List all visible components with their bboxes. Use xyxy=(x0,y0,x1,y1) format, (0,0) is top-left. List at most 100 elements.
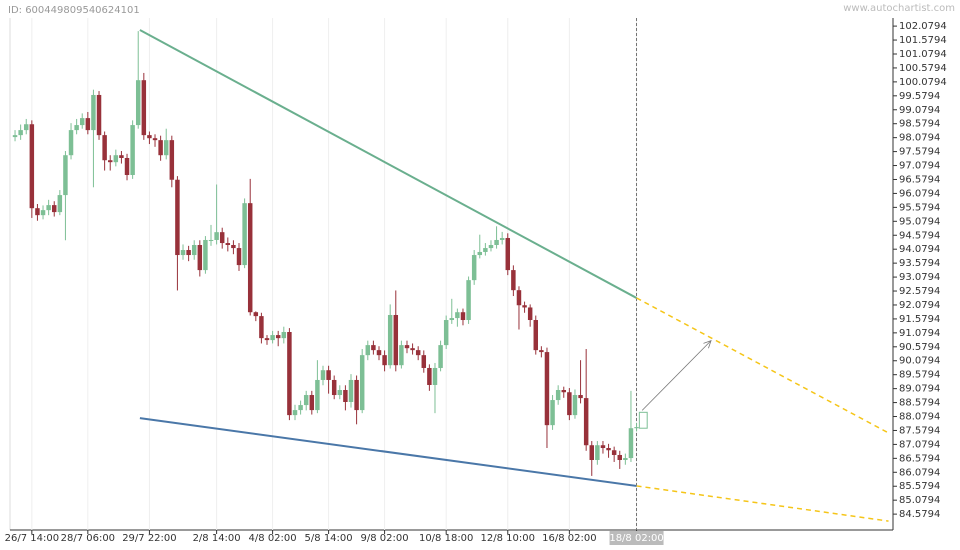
candle-body xyxy=(511,270,516,291)
candle-body xyxy=(68,130,74,156)
candle-body xyxy=(191,244,197,256)
candle-body xyxy=(40,210,46,216)
y-tick-label: 100.5794 xyxy=(899,63,947,74)
candle-body xyxy=(91,94,96,131)
candle-body xyxy=(623,458,628,461)
y-tick-label: 88.0794 xyxy=(899,412,940,423)
brand: www.autochartist.com xyxy=(843,3,955,14)
y-tick-label: 86.5794 xyxy=(899,453,940,464)
candle-body xyxy=(539,350,544,353)
y-tick-label: 102.0794 xyxy=(899,21,947,32)
candle-body xyxy=(415,350,421,356)
candle-body xyxy=(589,445,595,461)
x-tick-label: 2/8 14:00 xyxy=(193,533,241,544)
candle-body xyxy=(561,390,567,393)
candle-body xyxy=(499,238,505,240)
candle-body xyxy=(113,155,119,163)
candle-body xyxy=(595,445,600,461)
y-tick-label: 96.5794 xyxy=(899,174,940,185)
y-tick-label: 93.0794 xyxy=(899,272,940,283)
y-tick-label: 91.5794 xyxy=(899,314,940,325)
candle-body xyxy=(236,248,242,266)
y-tick-label: 101.5794 xyxy=(899,35,947,46)
candle-body xyxy=(477,251,483,256)
candle-body xyxy=(124,157,130,176)
candle-body xyxy=(225,243,231,245)
candle-body xyxy=(292,410,298,416)
y-tick-label: 87.0794 xyxy=(899,439,940,450)
candle-body xyxy=(135,80,141,126)
candle-body xyxy=(214,232,219,240)
y-tick-label: 94.0794 xyxy=(899,244,940,255)
candle-body xyxy=(169,140,175,180)
candle-body xyxy=(197,244,203,271)
candle-body xyxy=(410,348,415,351)
x-tick-label: 4/8 02:00 xyxy=(249,533,297,544)
candle-body xyxy=(231,244,236,249)
trendline-projection xyxy=(636,485,889,522)
y-tick-label: 95.0794 xyxy=(899,216,940,227)
y-tick-label: 86.0794 xyxy=(899,467,940,478)
candle-body xyxy=(85,118,91,131)
candle-body xyxy=(18,130,23,136)
y-tick-label: 96.0794 xyxy=(899,188,940,199)
candle-body xyxy=(29,124,35,209)
candle-body xyxy=(326,370,331,380)
candle-body xyxy=(550,400,555,426)
y-tick-label: 98.5794 xyxy=(899,119,940,130)
candle-body xyxy=(247,203,253,313)
candle-body xyxy=(572,395,578,416)
candle-body xyxy=(163,140,169,156)
candle-body xyxy=(522,305,527,308)
candle-body xyxy=(628,428,634,459)
trendline xyxy=(139,417,637,487)
candle-body xyxy=(393,314,399,366)
y-tick-label: 88.5794 xyxy=(899,398,940,409)
candle-body xyxy=(287,332,292,416)
y-tick-label: 94.5794 xyxy=(899,230,940,241)
candle-body xyxy=(141,80,147,136)
candle-body xyxy=(421,355,427,368)
y-tick-label: 84.5794 xyxy=(899,509,940,520)
candle-body xyxy=(365,345,371,356)
y-tick-label: 95.5794 xyxy=(899,202,940,213)
candle-body xyxy=(275,335,281,339)
candle-body xyxy=(634,427,639,429)
y-tick-label: 101.0794 xyxy=(899,49,947,60)
candle-body xyxy=(242,203,247,266)
candle-body xyxy=(354,379,359,411)
candle-body xyxy=(371,345,376,351)
x-highlight-box xyxy=(609,531,664,545)
chart-id: ID: 600449809540624101 xyxy=(8,5,140,16)
candle-body xyxy=(102,135,107,161)
candle-body xyxy=(399,345,404,366)
candle-body xyxy=(74,125,79,131)
candle-body xyxy=(494,239,499,245)
y-tick-label: 87.5794 xyxy=(899,425,940,436)
y-tick-label: 92.5794 xyxy=(899,286,940,297)
candle-body xyxy=(555,390,561,401)
y-tick-label: 93.5794 xyxy=(899,258,940,269)
candle-body xyxy=(438,345,443,368)
candle-body xyxy=(432,367,438,385)
x-tick-label: 12/8 10:00 xyxy=(481,533,535,544)
candle-body xyxy=(63,155,68,196)
candle-body xyxy=(186,250,191,256)
y-tick-label: 91.0794 xyxy=(899,328,940,339)
candle-body xyxy=(303,395,309,406)
candle-body xyxy=(208,239,214,241)
y-tick-label: 90.5794 xyxy=(899,342,940,353)
candle-body xyxy=(320,370,326,380)
candle-body xyxy=(460,312,466,321)
candle-body xyxy=(12,135,18,138)
x-tick-label: 10/8 18:00 xyxy=(419,533,473,544)
trendline xyxy=(139,29,638,299)
x-tick-label: 29/7 22:00 xyxy=(122,533,176,544)
candle-body xyxy=(130,125,135,176)
candle-body xyxy=(533,320,539,351)
x-tick-label: 5/8 14:00 xyxy=(305,533,353,544)
candle-body xyxy=(606,448,611,451)
candle-body xyxy=(376,350,382,356)
candle-body xyxy=(544,352,550,426)
candle-body xyxy=(298,405,303,411)
